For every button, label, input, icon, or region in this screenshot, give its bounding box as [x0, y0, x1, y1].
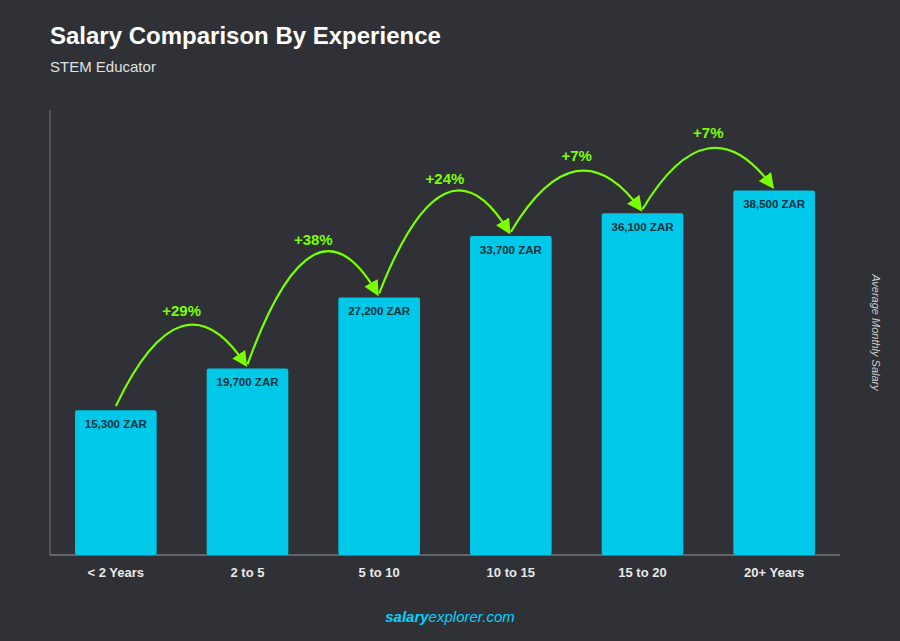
- data-label: 27,200 ZAR: [348, 305, 411, 317]
- data-label: 38,500 ZAR: [743, 198, 806, 210]
- x-tick-label: 2 to 5: [231, 565, 265, 580]
- data-label: 15,300 ZAR: [85, 418, 148, 430]
- x-tick-label: 10 to 15: [487, 565, 535, 580]
- change-label: +7%: [561, 147, 591, 164]
- change-arrow: [379, 190, 509, 293]
- x-tick-label: 20+ Years: [744, 565, 804, 580]
- data-label: 36,100 ZAR: [611, 221, 674, 233]
- bar: [75, 410, 157, 555]
- bar: [338, 297, 420, 555]
- change-arrow: [248, 251, 378, 364]
- bar: [207, 368, 289, 555]
- subtitle: STEM Educator: [50, 58, 156, 75]
- chart: Salary Comparison By Experience STEM Educ…: [0, 0, 900, 641]
- footer-part: explorer.com: [429, 608, 515, 625]
- change-arrow: [643, 148, 773, 209]
- x-tick-label: < 2 Years: [88, 565, 145, 580]
- x-tick-label: 5 to 10: [359, 565, 400, 580]
- x-tick-label: 15 to 20: [618, 565, 666, 580]
- bar: [470, 236, 552, 555]
- footer: salaryexplorer.com: [385, 608, 515, 625]
- x-axis-line: [50, 555, 840, 556]
- data-label: 19,700 ZAR: [216, 376, 279, 388]
- y-axis-line: [50, 110, 51, 555]
- change-arrow: [116, 325, 246, 407]
- change-label: +38%: [294, 231, 333, 248]
- title: Salary Comparison By Experience: [50, 22, 441, 49]
- background: [0, 0, 900, 641]
- change-arrow: [511, 171, 641, 232]
- footer-part: salary: [385, 608, 429, 625]
- change-label: +29%: [162, 302, 201, 319]
- data-label: 33,700 ZAR: [480, 244, 543, 256]
- change-label: +24%: [426, 170, 465, 187]
- bar: [733, 190, 815, 555]
- change-label: +7%: [693, 124, 723, 141]
- bar: [602, 213, 684, 555]
- y-axis-label: Average Monthly Salary: [870, 273, 882, 392]
- bars: [75, 190, 815, 555]
